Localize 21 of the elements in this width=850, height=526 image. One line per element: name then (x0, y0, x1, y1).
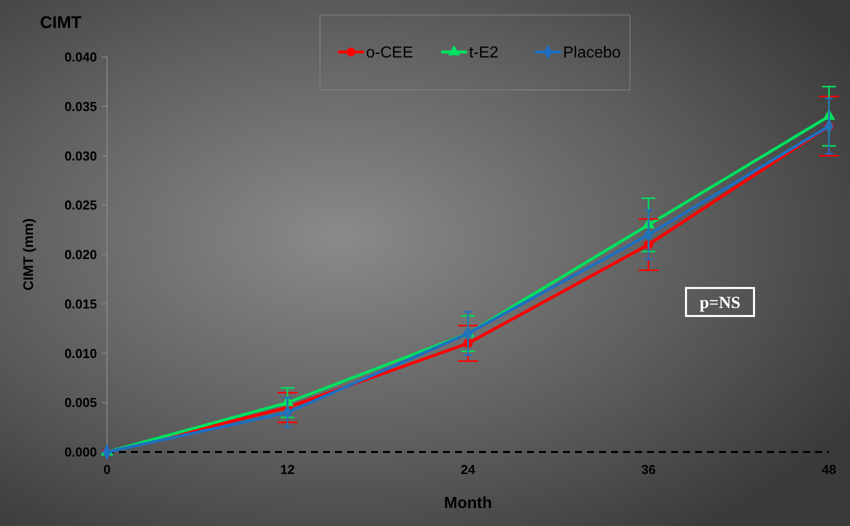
y-tick-label: 0.020 (64, 247, 97, 262)
y-axis-title: CIMT (mm) (20, 218, 36, 291)
y-tick-label: 0.000 (64, 444, 97, 460)
x-tick-label: 36 (641, 462, 656, 477)
y-tick-label: 0.030 (64, 148, 97, 164)
x-tick-label: 0 (103, 462, 111, 477)
legend-label: Placebo (563, 44, 621, 62)
legend-label: t-E2 (469, 44, 498, 62)
y-tick-label: 0.005 (64, 395, 97, 410)
x-tick-label: 24 (460, 462, 476, 477)
legend-label: o-CEE (366, 44, 414, 62)
x-axis-title: Month (444, 495, 492, 512)
y-tick-label: 0.025 (64, 198, 97, 213)
y-tick-label: 0.015 (64, 296, 97, 312)
y-tick-label: 0.040 (64, 50, 97, 65)
chart-title: CIMT (40, 13, 82, 32)
x-tick-label: 12 (280, 462, 295, 477)
y-tick-label: 0.010 (64, 346, 97, 361)
annotation: p=NS (700, 292, 740, 312)
y-tick-label: 0.035 (64, 98, 97, 114)
x-tick-label: 48 (822, 462, 836, 477)
